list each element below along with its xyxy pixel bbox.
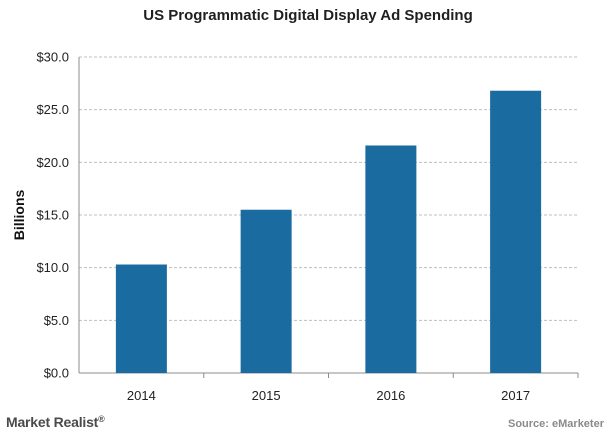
registered-mark-icon: ® — [98, 414, 105, 424]
bar-2016 — [365, 145, 417, 373]
y-tick-label: $25.0 — [36, 102, 69, 117]
y-tick-label: $15.0 — [36, 208, 69, 223]
x-tick-label: 2016 — [376, 388, 405, 403]
y-tick-label: $0.0 — [44, 366, 69, 381]
bar-2014 — [115, 264, 167, 373]
y-tick-label: $20.0 — [36, 155, 69, 170]
bars — [115, 90, 542, 373]
x-tick-label: 2017 — [501, 388, 530, 403]
y-tick-label: $5.0 — [44, 313, 69, 328]
x-tick-label: 2014 — [127, 388, 156, 403]
bar-2015 — [240, 209, 292, 373]
brand-logo: Market Realist® — [6, 414, 105, 430]
y-tick-label: $30.0 — [36, 50, 69, 65]
y-tick-label: $10.0 — [36, 260, 69, 275]
y-axis-title: Billions — [11, 190, 27, 241]
brand-name: Market Realist — [6, 414, 99, 430]
y-tick-labels: $0.0 $5.0 $10.0 $15.0 $20.0 $25.0 $30.0 — [36, 50, 69, 381]
source-note: Source: eMarketer — [508, 418, 604, 430]
x-tick-labels: 2014 2015 2016 2017 — [127, 388, 530, 403]
bar-2017 — [490, 90, 542, 373]
chart-title: US Programmatic Digital Display Ad Spend… — [143, 7, 473, 24]
x-tick-label: 2015 — [252, 388, 281, 403]
